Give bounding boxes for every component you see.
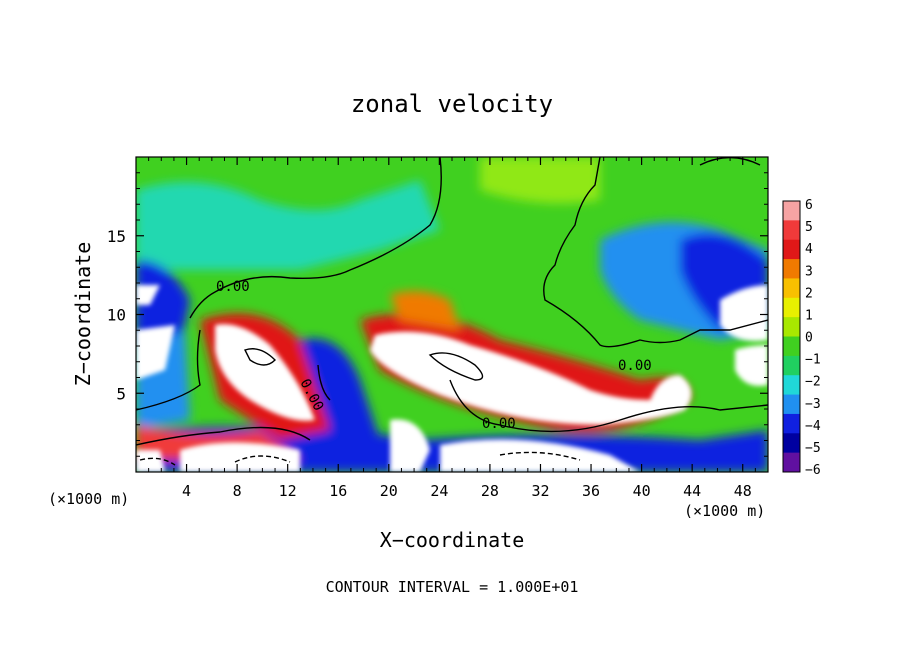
- contour-label: 0.00: [216, 279, 250, 295]
- y-tick-label: 10: [107, 306, 126, 325]
- contour-line-peak-left: [244, 348, 276, 366]
- colorbar-swatch: [783, 278, 800, 299]
- white-extrema: [136, 285, 768, 472]
- contour-label: 0.00: [482, 416, 516, 432]
- contour-line-upper: [189, 157, 442, 319]
- colorbar-swatch: [783, 413, 800, 434]
- colorbar-tick-label: −4: [805, 419, 821, 434]
- colorbar-tick-label: 6: [805, 198, 813, 213]
- plot-area: 0.00 0.00 0.00 0.00: [136, 157, 768, 472]
- contour-line-lower: [136, 329, 768, 446]
- colorbar-swatch: [783, 394, 800, 415]
- x-tick-label: 8: [233, 482, 242, 500]
- white-region-bottom-mid: [390, 419, 430, 472]
- white-region-bottom-left: [180, 442, 300, 472]
- colorbar-swatch: [783, 297, 800, 318]
- x-tick-label: 40: [633, 482, 651, 500]
- colorbar-tick-label: −6: [805, 463, 821, 478]
- contour-line-peak-center: [428, 352, 484, 381]
- y-tick-label: 15: [107, 227, 126, 246]
- white-region-bottom-right: [440, 439, 640, 472]
- colorbar-swatch: [783, 336, 800, 357]
- zero-contours: [136, 157, 768, 466]
- colorbar-tick-label: 4: [805, 242, 813, 257]
- x-tick-label: 32: [531, 482, 549, 500]
- contour-labels: 0.00 0.00 0.00 0.00: [216, 279, 652, 432]
- colorbar: 6 5 4 3 2 1 0 −1 −2 −3 −4 −5 −6: [782, 198, 821, 478]
- white-region-right-lower: [735, 345, 768, 386]
- colorbar-tick-label: 1: [805, 308, 813, 323]
- colorbar-swatch: [783, 433, 800, 454]
- chart-title: zonal velocity: [351, 90, 553, 118]
- x-tick-label: 48: [734, 482, 752, 500]
- x-axis: 4 8 12 16 20 24 28 32 36 40 44 48: [148, 157, 756, 500]
- colorbar-tick-label: 0: [805, 331, 813, 346]
- x-unit-left: (×1000 m): [48, 490, 129, 508]
- y-axis-label: Z−coordinate: [71, 242, 95, 387]
- x-tick-label: 44: [683, 482, 701, 500]
- x-tick-label: 16: [329, 482, 347, 500]
- y-axis: 5 10 15: [107, 172, 768, 457]
- colorbar-swatch: [783, 317, 800, 337]
- contour-label: 0.00: [618, 358, 652, 374]
- x-tick-label: 24: [430, 482, 448, 500]
- colorbar-swatch: [783, 201, 800, 221]
- x-tick-label: 4: [182, 482, 191, 500]
- contour-line-upper-right: [543, 157, 768, 348]
- colorbar-tick-label: 3: [805, 264, 813, 279]
- white-region-right-upper: [720, 285, 768, 341]
- colorbar-tick-label: 2: [805, 286, 813, 301]
- colorbar-tick-label: −5: [805, 441, 821, 456]
- x-tick-label: 28: [481, 482, 499, 500]
- x-unit-right: (×1000 m): [684, 502, 765, 520]
- white-region-left-mid: [136, 325, 175, 380]
- white-region-left-top: [136, 285, 160, 305]
- x-tick-label: 12: [279, 482, 297, 500]
- field-region-upper-cyan: [136, 180, 440, 270]
- colorbar-swatch: [783, 355, 800, 376]
- colorbar-tick-label: −2: [805, 375, 821, 390]
- colorbar-tick-label: −3: [805, 397, 821, 412]
- white-region-center-core: [370, 331, 692, 425]
- x-tick-label: 20: [380, 482, 398, 500]
- colorbar-swatch: [783, 239, 800, 260]
- colorbar-swatch: [783, 452, 800, 473]
- white-region-left-core: [215, 324, 315, 421]
- colorbar-swatch: [783, 259, 800, 279]
- colorbar-tick-label: −1: [805, 353, 821, 368]
- colorbar-swatch: [783, 220, 800, 241]
- contour-line-dashed-bottom: [139, 451, 581, 466]
- colorbar-swatch: [783, 375, 800, 396]
- footer-text: CONTOUR INTERVAL = 1.000E+01: [326, 578, 579, 596]
- white-region-bottom-left-corner: [136, 450, 165, 472]
- x-tick-label: 36: [582, 482, 600, 500]
- field-region-upper-center-yellow: [480, 157, 600, 204]
- x-axis-label: X−coordinate: [380, 528, 525, 552]
- colorbar-frame: [782, 200, 801, 473]
- field-region-orange-core: [390, 291, 460, 330]
- y-tick-label: 5: [116, 384, 126, 403]
- colorbar-tick-label: 5: [805, 220, 813, 235]
